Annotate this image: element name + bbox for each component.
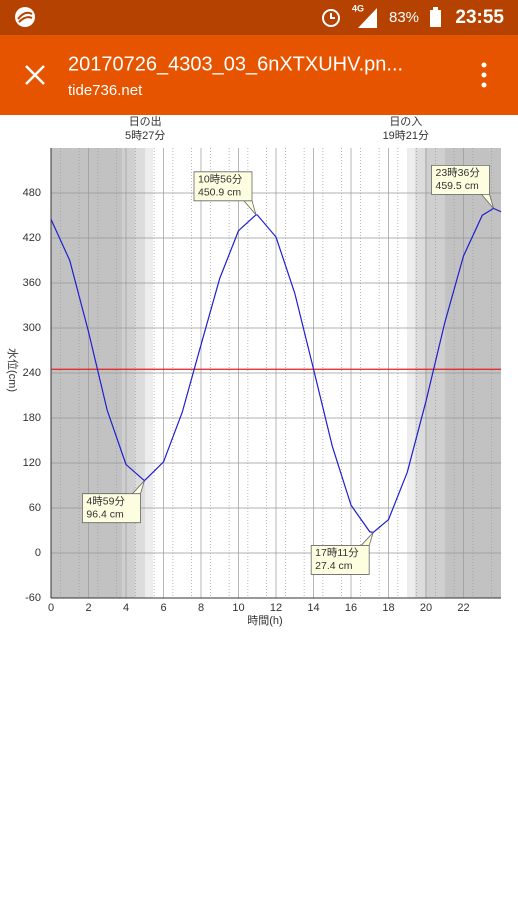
y-tick-label: -60 [25, 592, 41, 604]
close-button[interactable] [25, 65, 45, 85]
battery-text: 83% [389, 9, 419, 26]
y-tick-label: 300 [23, 322, 41, 334]
menu-button[interactable] [481, 62, 487, 88]
x-tick-label: 8 [198, 602, 204, 614]
callout-value: 459.5 cm [436, 180, 479, 192]
callout-time: 10時56分 [198, 174, 243, 186]
toolbar-content: 20170726_4303_03_6nXTXUHV.pn... tide736.… [25, 53, 487, 99]
callout-value: 96.4 cm [86, 508, 124, 520]
sun-title: 日の出 [129, 115, 162, 128]
y-tick-label: 0 [35, 547, 41, 559]
x-tick-label: 12 [270, 602, 282, 614]
x-tick-label: 6 [160, 602, 166, 614]
callout [82, 480, 145, 524]
network: 4G [352, 3, 364, 13]
callout [431, 164, 494, 209]
site: tide736.net [68, 82, 143, 99]
y-tick-label: 240 [23, 367, 41, 379]
x-tick-label: 14 [307, 602, 319, 614]
callout [310, 532, 374, 575]
y-tick-label: 180 [23, 412, 41, 424]
alarm-icon [322, 9, 340, 27]
y-tick-label: 360 [23, 277, 41, 289]
x-tick-label: 22 [457, 602, 469, 614]
chart: 時間(h) 水位(cm) -60060120180240300360420480… [6, 115, 502, 627]
y-axis-label: 水位(cm) [6, 348, 20, 392]
file-title: 20170726_4303_03_6nXTXUHV.pn... [68, 53, 403, 75]
battery-icon [430, 10, 441, 27]
callout-value: 450.9 cm [198, 187, 241, 199]
x-tick-label: 2 [85, 602, 91, 614]
callout-time: 23時36分 [436, 167, 481, 179]
status-bar: 4G 83% 23:55 [0, 0, 518, 35]
x-tick-label: 16 [345, 602, 357, 614]
sun-title: 日の入 [389, 116, 422, 128]
x-tick-label: 0 [48, 602, 54, 614]
x-tick-label: 4 [123, 602, 129, 614]
y-tick-label: 480 [23, 187, 41, 199]
callout [193, 171, 257, 216]
callout-time: 17時11分 [315, 547, 359, 559]
x-tick-label: 20 [420, 602, 432, 614]
clock: 23:55 [455, 7, 504, 28]
callout-time: 4時59分 [86, 495, 125, 507]
signal-icon [358, 8, 377, 28]
x-axis-label: 時間(h) [247, 614, 282, 627]
x-tick-label: 10 [232, 602, 244, 614]
toolbar: 20170726_4303_03_6nXTXUHV.pn... tide736.… [0, 35, 518, 115]
y-tick-label: 120 [23, 457, 41, 469]
sun-time: 5時27分 [125, 129, 165, 142]
status-icons: 4G 83% 23:55 [15, 3, 504, 28]
y-tick-label: 420 [23, 232, 41, 244]
sun-time: 19時21分 [383, 129, 429, 142]
callout-value: 27.4 cm [315, 560, 353, 572]
tide-line [50, 207, 502, 534]
y-tick-label: 60 [29, 502, 41, 514]
x-tick-label: 18 [382, 602, 394, 614]
